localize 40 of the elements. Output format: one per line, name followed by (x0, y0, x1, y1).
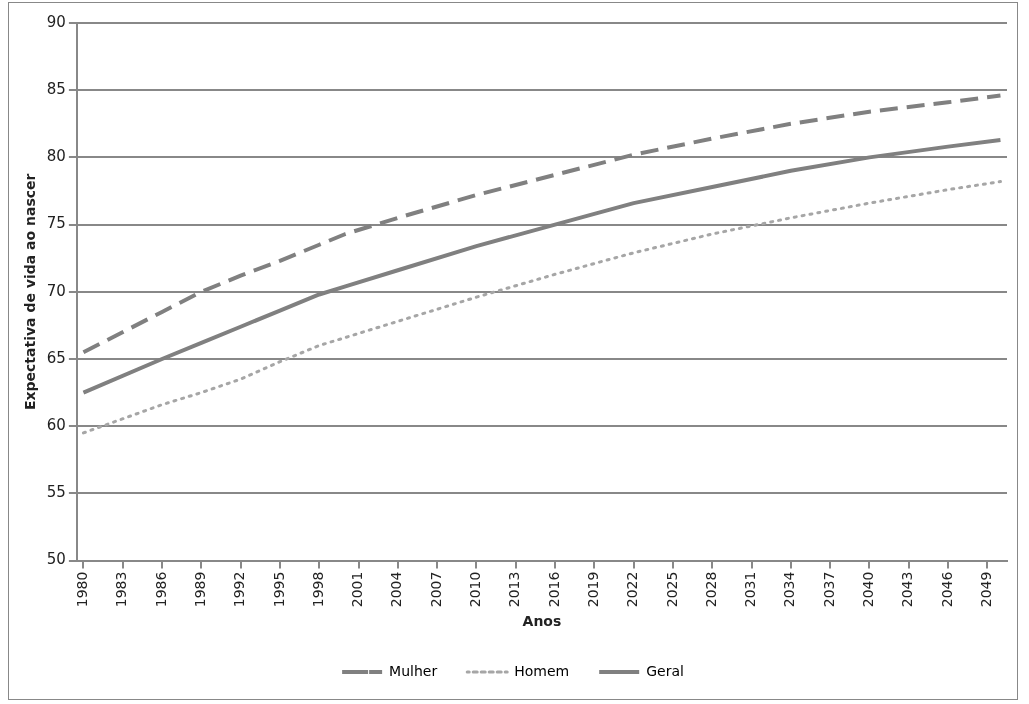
y-tick-label: 80 (46, 147, 66, 166)
x-tick-label: 2040 (860, 571, 877, 608)
x-tick-label: 1998 (309, 571, 326, 608)
y-tick-label: 90 (46, 12, 66, 31)
x-tick-label: 2031 (742, 571, 759, 608)
y-tick-label: 55 (46, 483, 66, 502)
line-series (81, 180, 1002, 435)
x-tick-label: 1989 (191, 571, 208, 608)
x-tick-label: 2016 (545, 571, 562, 608)
x-tick-label: 2046 (938, 571, 955, 608)
x-tick-label: 2043 (899, 571, 916, 608)
y-tick-label: 65 (46, 348, 66, 367)
x-tick-label: 2034 (781, 571, 798, 608)
legend-label: Mulher (389, 662, 438, 679)
x-tick-label: 2025 (663, 571, 680, 608)
x-tick-label: 2004 (388, 571, 405, 608)
x-tick-label: 1986 (152, 571, 169, 608)
y-axis-title: Expectativa de vida ao nascer (22, 173, 39, 411)
x-tick-label: 2019 (584, 571, 601, 608)
x-tick-label: 2013 (506, 571, 523, 608)
y-tick-label: 85 (46, 80, 66, 99)
x-tick-label: 2007 (427, 571, 444, 608)
y-tick-label: 70 (46, 281, 66, 300)
y-tick-label: 75 (46, 214, 66, 233)
line-series (81, 93, 1003, 355)
x-tick-label: 2037 (820, 571, 837, 608)
x-tick-label: 2028 (702, 571, 719, 608)
y-tick-label: 50 (46, 550, 66, 569)
x-tick-label: 1980 (74, 571, 91, 608)
x-tick-label: 1992 (231, 571, 248, 608)
x-tick-label: 2001 (349, 571, 366, 608)
x-tick-label: 2010 (467, 571, 484, 608)
legend-label: Geral (646, 662, 684, 679)
x-tick-label: 1983 (113, 571, 130, 608)
x-axis-title: Anos (522, 613, 562, 630)
x-tick-label: 1995 (270, 571, 287, 608)
y-tick-label: 60 (46, 416, 66, 435)
x-tick-label: 2049 (977, 571, 994, 608)
x-tick-label: 2022 (624, 571, 641, 608)
legend-label: Homem (514, 662, 570, 679)
